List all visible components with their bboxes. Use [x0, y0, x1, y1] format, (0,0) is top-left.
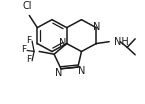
Text: N: N: [94, 22, 101, 32]
Text: N: N: [59, 38, 66, 48]
Text: F: F: [27, 36, 32, 45]
Text: F: F: [21, 45, 27, 54]
Text: N: N: [78, 66, 85, 76]
Text: F: F: [27, 55, 32, 64]
Text: N: N: [55, 68, 62, 78]
Text: NH: NH: [114, 37, 129, 47]
Text: Cl: Cl: [22, 1, 32, 11]
